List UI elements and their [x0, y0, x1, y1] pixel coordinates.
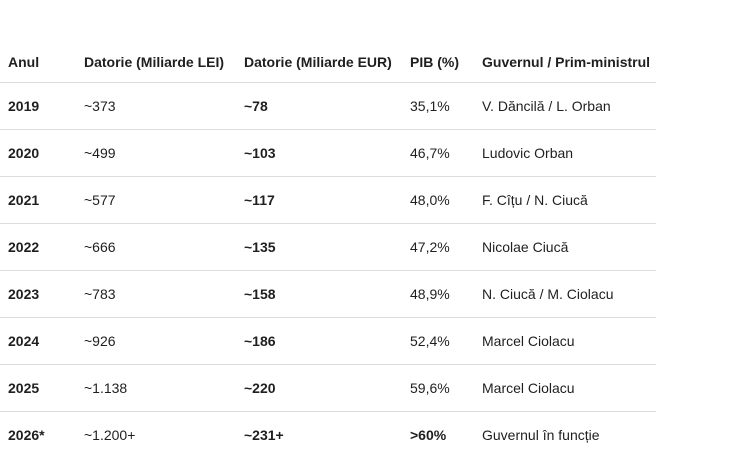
header-debt-eur: Datorie (Miliarde EUR) — [244, 53, 392, 70]
table-row: 2022 ~666 ~135 47,2% Nicolae Ciucă — [0, 223, 656, 270]
header-row: Anul Datorie (Miliarde LEI) Datorie (Mil… — [0, 0, 656, 82]
cell-gdp-percent: >60% — [410, 426, 447, 443]
table-header: Anul Datorie (Miliarde LEI) Datorie (Mil… — [0, 0, 656, 82]
debt-table-container: Anul Datorie (Miliarde LEI) Datorie (Mil… — [0, 0, 656, 458]
cell-debt-eur: ~186 — [244, 332, 276, 349]
cell-gdp-percent: 35,1% — [410, 97, 450, 114]
cell-gdp-percent: 47,2% — [410, 238, 450, 255]
cell-debt-lei: ~373 — [84, 97, 116, 114]
cell-debt-eur: ~231+ — [244, 426, 284, 443]
cell-debt-eur: ~78 — [244, 97, 268, 114]
cell-year: 2019 — [8, 97, 40, 114]
cell-gdp-percent: 59,6% — [410, 379, 450, 396]
cell-government: N. Ciucă / M. Ciolacu — [482, 285, 614, 302]
cell-debt-eur: ~103 — [244, 144, 276, 161]
cell-debt-lei: ~577 — [84, 191, 116, 208]
cell-debt-lei: ~666 — [84, 238, 116, 255]
cell-gdp-percent: 48,0% — [410, 191, 450, 208]
cell-year: 2024 — [8, 332, 40, 349]
cell-year: 2025 — [8, 379, 40, 396]
cell-government: V. Dăncilă / L. Orban — [482, 97, 611, 114]
cell-debt-lei: ~1.138 — [84, 379, 128, 396]
cell-year: 2026* — [8, 426, 45, 443]
header-debt-lei: Datorie (Miliarde LEI) — [84, 53, 225, 70]
cell-year: 2023 — [8, 285, 40, 302]
cell-debt-eur: ~220 — [244, 379, 276, 396]
cell-government: Nicolae Ciucă — [482, 238, 569, 255]
cell-government: Ludovic Orban — [482, 144, 574, 161]
header-gdp-percent: PIB (%) — [410, 53, 459, 70]
table-row: 2025 ~1.138 ~220 59,6% Marcel Ciolacu — [0, 364, 656, 411]
cell-gdp-percent: 52,4% — [410, 332, 450, 349]
cell-government: Marcel Ciolacu — [482, 332, 575, 349]
cell-year: 2022 — [8, 238, 40, 255]
cell-gdp-percent: 46,7% — [410, 144, 450, 161]
cell-year: 2020 — [8, 144, 40, 161]
table-row: 2024 ~926 ~186 52,4% Marcel Ciolacu — [0, 317, 656, 364]
cell-debt-eur: ~117 — [244, 191, 275, 208]
table-body: 2019 ~373 ~78 35,1% V. Dăncilă / L. Orba… — [0, 82, 656, 458]
cell-gdp-percent: 48,9% — [410, 285, 450, 302]
table-row: 2021 ~577 ~117 48,0% F. Cîțu / N. Ciucă — [0, 176, 656, 223]
header-government: Guvernul / Prim-ministrul — [482, 53, 651, 70]
debt-table: Anul Datorie (Miliarde LEI) Datorie (Mil… — [0, 0, 656, 458]
cell-debt-eur: ~158 — [244, 285, 276, 302]
cell-debt-lei: ~499 — [84, 144, 116, 161]
table-row: 2019 ~373 ~78 35,1% V. Dăncilă / L. Orba… — [0, 82, 656, 129]
table-row: 2023 ~783 ~158 48,9% N. Ciucă / M. Ciola… — [0, 270, 656, 317]
cell-debt-lei: ~926 — [84, 332, 116, 349]
cell-debt-lei: ~1.200+ — [84, 426, 136, 443]
cell-government: Guvernul în funcție — [482, 426, 600, 443]
cell-year: 2021 — [8, 191, 40, 208]
cell-debt-lei: ~783 — [84, 285, 116, 302]
table-row: 2020 ~499 ~103 46,7% Ludovic Orban — [0, 129, 656, 176]
cell-debt-eur: ~135 — [244, 238, 276, 255]
header-year: Anul — [8, 53, 40, 70]
table-row: 2026* ~1.200+ ~231+ >60% Guvernul în fun… — [0, 411, 656, 458]
cell-government: Marcel Ciolacu — [482, 379, 575, 396]
cell-government: F. Cîțu / N. Ciucă — [482, 191, 588, 208]
